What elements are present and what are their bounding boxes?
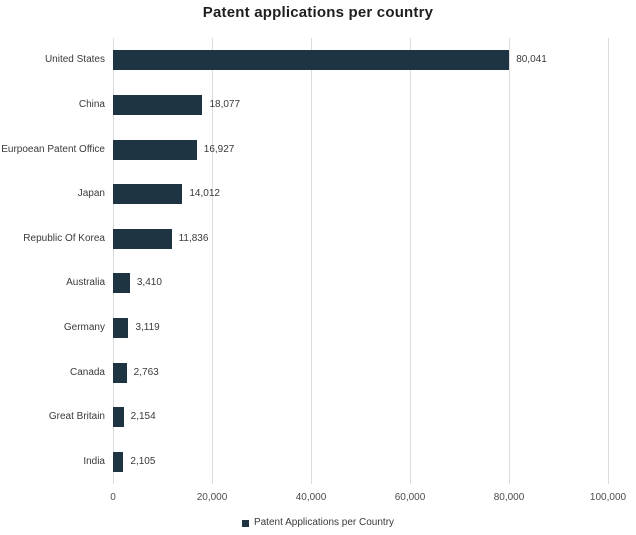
legend-label: Patent Applications per Country	[253, 517, 395, 528]
category-label: Australia	[66, 277, 105, 289]
bar	[113, 317, 129, 338]
bar	[113, 362, 127, 383]
x-tick-label: 20,000	[196, 492, 228, 503]
x-tick-label: 100,000	[589, 492, 627, 503]
gridline	[409, 38, 411, 484]
category-label: India	[83, 455, 105, 467]
category-label: United States	[44, 54, 105, 66]
x-tick-label: 60,000	[394, 492, 426, 503]
category-label: Canada	[69, 366, 105, 378]
bar	[113, 50, 510, 71]
value-label: 14,012	[189, 188, 220, 200]
legend: Patent Applications per Country	[0, 517, 636, 529]
value-label: 16,927	[203, 143, 235, 155]
category-label: Eurpoean Patent Office	[1, 143, 105, 155]
value-label: 80,041	[516, 54, 547, 66]
bar	[113, 94, 203, 115]
bar	[113, 228, 172, 249]
bar	[113, 451, 124, 472]
category-label: Germany	[63, 321, 105, 333]
bar	[113, 184, 183, 205]
value-label: 18,077	[209, 98, 241, 110]
category-label: China	[78, 98, 105, 110]
gridline	[607, 38, 609, 484]
gridline	[310, 38, 312, 484]
value-label: 2,763	[133, 366, 159, 378]
value-label: 3,119	[135, 321, 160, 333]
value-label: 2,154	[130, 411, 156, 423]
category-label: Republic Of Korea	[23, 232, 105, 244]
bar	[113, 407, 124, 428]
legend-marker-icon	[241, 519, 249, 527]
x-tick-label: 0	[110, 492, 116, 503]
gridline	[211, 38, 213, 484]
bar	[113, 139, 197, 160]
gridline	[508, 38, 510, 484]
x-tick-label: 80,000	[493, 492, 525, 503]
gridline	[112, 38, 114, 484]
value-label: 11,836	[178, 232, 209, 244]
value-label: 3,410	[136, 277, 162, 289]
x-tick-label: 40,000	[295, 492, 327, 503]
bar	[113, 273, 130, 294]
value-label: 2,105	[130, 455, 156, 467]
chart-title: Patent applications per country	[202, 4, 434, 21]
category-label: Japan	[77, 188, 105, 200]
category-label: Great Britain	[48, 411, 105, 423]
